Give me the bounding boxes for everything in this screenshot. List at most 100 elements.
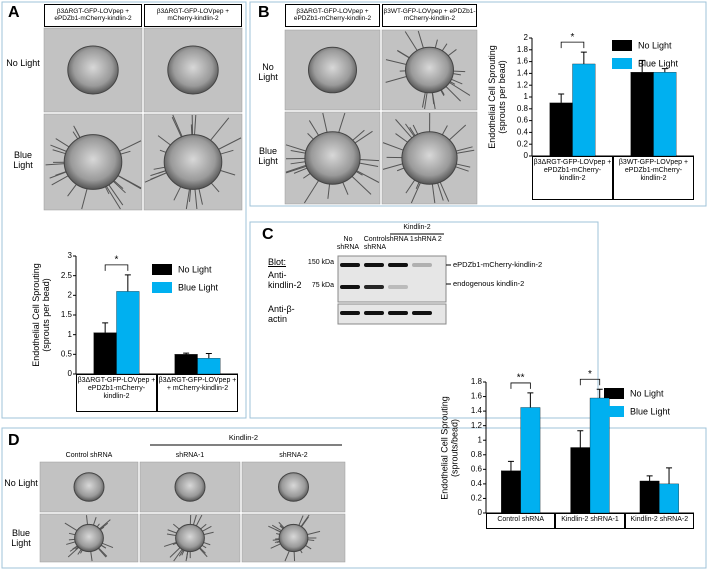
bar: [570, 447, 591, 514]
sprout: [98, 522, 109, 531]
bar: [116, 291, 140, 375]
sprout: [308, 120, 320, 138]
panel-frame: [249, 221, 599, 419]
sprout: [97, 547, 107, 558]
y-tick-label: 1.8: [471, 377, 483, 386]
bar: [572, 63, 596, 157]
error-bar: [527, 392, 534, 408]
y-tick-label: 0: [524, 151, 529, 160]
sprout: [192, 514, 197, 526]
significance-bracket: [510, 382, 531, 389]
x-category-label: β3ΔRGT-GFP-LOVpep + ePDZb1-mCherry-kindl…: [76, 374, 157, 412]
y-tick-label: 0.6: [471, 464, 483, 473]
y-tick-label: 1: [524, 92, 529, 101]
column-header: shRNA 1: [386, 236, 414, 243]
y-tick-label: 1.4: [517, 69, 529, 78]
sprout: [405, 178, 417, 194]
legend-label: No Light: [178, 264, 212, 274]
band-label: endogenous kindlin-2: [453, 279, 525, 288]
sprout: [350, 129, 365, 143]
x-category-label: Kindlin-2 shRNA-2: [624, 513, 694, 529]
sprout: [111, 179, 126, 194]
legend-swatch: [152, 264, 172, 275]
bar: [630, 72, 654, 157]
sprout: [157, 135, 173, 147]
sprout: [350, 174, 372, 195]
y-tick-label: 1.6: [471, 392, 483, 401]
row-label: No Light: [6, 58, 40, 68]
x-category-label: Control shRNA: [486, 513, 556, 529]
band: [340, 263, 360, 267]
sprout: [395, 119, 414, 140]
y-tick-label: 1.4: [471, 406, 483, 415]
sprout: [216, 137, 242, 151]
y-tick-label: 2: [68, 290, 73, 299]
spheroid: [63, 134, 123, 190]
sprout: [404, 31, 419, 53]
sprout: [50, 144, 70, 153]
row-label: Blue Light: [13, 150, 33, 171]
sprout: [198, 187, 203, 205]
sprout: [405, 123, 416, 138]
sprout: [300, 514, 310, 528]
sprout: [285, 164, 309, 174]
y-tick-label: 1.2: [517, 80, 529, 89]
row-label: No Light: [258, 62, 278, 83]
sprout: [45, 163, 68, 166]
sprout: [285, 144, 309, 153]
sprout: [397, 49, 412, 60]
sprout: [382, 142, 406, 152]
column-header: No shRNA: [336, 236, 360, 252]
sprout: [447, 81, 471, 96]
y-tick-label: 0: [478, 508, 483, 517]
legend-label: Blue Light: [638, 58, 679, 68]
y-tick-label: 1.5: [61, 310, 73, 319]
sprout: [64, 522, 79, 532]
band: [388, 285, 408, 289]
spheroid: [163, 134, 223, 190]
spheroid: [167, 45, 219, 95]
sprout: [327, 182, 331, 199]
y-tick-label: 0.8: [471, 450, 483, 459]
sprout: [357, 158, 380, 162]
band: [388, 311, 408, 315]
band: [364, 285, 384, 289]
error-bar: [577, 430, 584, 448]
error-bar: [666, 467, 673, 484]
x-category-label: β3ΔRGT-GFP-LOVpep + + mCherry-kindlin-2: [157, 374, 238, 412]
sprout: [270, 542, 282, 549]
blot-title: Blot:: [268, 257, 287, 267]
sprout: [51, 174, 71, 186]
x-category-label: β3WT-GFP-LOVpep + ePDZb1-mCherry-kindlin…: [613, 156, 694, 200]
band: [364, 263, 384, 267]
panel-frame: [249, 1, 707, 207]
sprout: [173, 184, 182, 201]
sprout: [105, 184, 121, 210]
legend-swatch: [604, 406, 624, 417]
bar: [174, 354, 198, 375]
error-bar: [558, 93, 565, 103]
y-tick-label: 0.4: [517, 128, 529, 137]
y-tick-label: 1: [478, 435, 483, 444]
blot: [337, 255, 447, 303]
column-header: β3WT-GFP-LOVpep + ePDZb1-mCherry-kindlin…: [382, 4, 477, 27]
sprout: [115, 174, 142, 190]
error-bar: [102, 322, 109, 333]
sprout: [116, 140, 142, 153]
spheroid: [401, 131, 458, 185]
significance-bracket: [560, 41, 585, 49]
x-category-label: β3ΔRGT-GFP-LOVpep + ePDZb1-mCherry-kindl…: [532, 156, 613, 200]
sprout: [341, 180, 349, 195]
significance-mark: *: [588, 369, 592, 380]
spheroid: [405, 46, 454, 94]
spheroid: [304, 131, 361, 185]
sprout: [208, 117, 230, 143]
spheroid: [74, 523, 104, 553]
sprout: [354, 169, 380, 183]
sprout: [195, 514, 203, 527]
significance-mark: *: [571, 32, 575, 43]
significance-bracket: [579, 378, 601, 386]
sprout: [55, 138, 72, 149]
error-bar: [205, 353, 212, 359]
